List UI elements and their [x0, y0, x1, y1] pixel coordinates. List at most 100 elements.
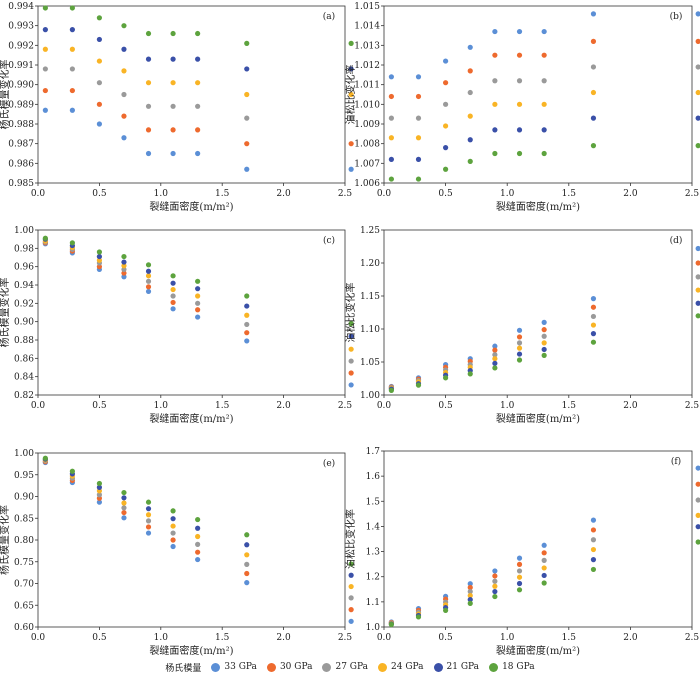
- data-point: [388, 156, 394, 162]
- data-point: [415, 176, 422, 182]
- data-point: [170, 80, 176, 86]
- x-tick-label: 1.5: [562, 401, 577, 411]
- x-tick-label: 2.0: [276, 189, 291, 199]
- data-point: [348, 66, 354, 72]
- data-point: [145, 268, 152, 274]
- data-point: [195, 556, 201, 563]
- data-point: [244, 91, 250, 98]
- plot-frame: [383, 229, 693, 396]
- data-point: [541, 352, 547, 358]
- data-point: [695, 497, 700, 503]
- data-point: [170, 543, 176, 550]
- data-point: [695, 300, 700, 306]
- legend-item-33gpa: 33 GPa: [211, 662, 257, 672]
- x-tick-label: 2.5: [338, 189, 353, 199]
- data-point: [42, 455, 48, 461]
- y-tick-label: 1.011: [354, 81, 380, 91]
- plot-frame: [37, 452, 346, 628]
- data-point: [541, 52, 547, 58]
- data-point: [96, 264, 102, 270]
- legend-marker: [378, 662, 387, 672]
- data-point: [121, 505, 127, 511]
- data-point: [590, 115, 597, 121]
- data-point: [492, 356, 498, 362]
- data-point: [541, 572, 547, 579]
- data-point: [388, 135, 394, 141]
- legend: 杨氏模量 33 GPa 30 GPa 27 GPa 24 GPa 21 GPa …: [0, 657, 700, 677]
- y-tick-label: 1.007: [354, 159, 380, 169]
- data-point: [69, 107, 75, 113]
- data-point: [121, 46, 127, 52]
- data-point: [695, 481, 700, 487]
- data-point: [121, 500, 127, 506]
- x-tick-label: 1.5: [215, 633, 230, 643]
- x-tick-label: 2.0: [623, 401, 638, 411]
- data-point: [195, 80, 201, 86]
- x-axis-label: 裂缝面密度(m/m²): [149, 412, 233, 425]
- data-point: [42, 46, 48, 52]
- data-point: [590, 313, 597, 320]
- legend-item-21gpa: 21 GPa: [433, 662, 479, 672]
- data-point: [244, 561, 250, 567]
- x-axis-label: 裂缝面密度(m/m²): [496, 200, 580, 213]
- data-point: [492, 78, 498, 84]
- data-point: [348, 40, 354, 46]
- y-tick-label: 0.994: [8, 2, 34, 12]
- y-axis-label: 杨氏模量变化率: [0, 505, 11, 575]
- data-point: [492, 352, 498, 358]
- y-tick-label: 0.95: [14, 471, 34, 481]
- plot-frame: [37, 5, 346, 184]
- data-point: [695, 89, 700, 96]
- data-point: [388, 176, 394, 182]
- y-tick-label: 0.991: [8, 61, 34, 71]
- data-point: [96, 249, 102, 255]
- legend-label: 27 GPa: [335, 662, 368, 672]
- data-point: [145, 278, 152, 284]
- x-tick-label: 0.0: [377, 189, 392, 199]
- data-point: [590, 517, 597, 523]
- data-point: [195, 525, 201, 531]
- x-tick-label: 1.0: [500, 401, 515, 411]
- data-point: [590, 296, 597, 302]
- data-point: [541, 327, 547, 333]
- data-point: [467, 158, 473, 164]
- data-point: [195, 103, 201, 109]
- y-tick-label: 0.60: [14, 623, 34, 633]
- data-point: [695, 64, 700, 70]
- legend-marker: [489, 662, 499, 672]
- data-point: [145, 56, 152, 62]
- panel-label: (f): [671, 456, 681, 467]
- legend-item-24gpa: 24 GPa: [378, 662, 424, 672]
- data-point: [69, 5, 75, 11]
- data-point: [467, 89, 473, 96]
- data-point: [516, 101, 523, 107]
- legend-item-30gpa: 30 GPa: [266, 662, 313, 672]
- data-point: [467, 600, 473, 606]
- data-point: [145, 262, 152, 268]
- data-point: [541, 101, 547, 107]
- legend-label: 30 GPa: [279, 662, 313, 672]
- data-point: [492, 52, 498, 58]
- data-point: [121, 259, 127, 265]
- data-point: [541, 340, 547, 346]
- data-point: [121, 263, 127, 269]
- data-point: [541, 127, 547, 133]
- data-point: [145, 499, 152, 505]
- data-point: [348, 595, 354, 601]
- data-point: [516, 327, 523, 333]
- data-point: [443, 607, 449, 614]
- data-point: [42, 107, 48, 113]
- data-point: [492, 343, 498, 349]
- data-point: [96, 480, 102, 487]
- data-point: [492, 365, 498, 371]
- x-tick-label: 1.5: [215, 401, 230, 411]
- data-point: [195, 549, 201, 555]
- data-point: [516, 568, 523, 574]
- data-point: [415, 93, 422, 100]
- x-tick-label: 1.0: [500, 633, 515, 643]
- y-tick-label: 1.008: [354, 140, 380, 150]
- data-point: [244, 542, 250, 548]
- data-point: [145, 284, 152, 290]
- legend-label: 33 GPa: [224, 662, 257, 672]
